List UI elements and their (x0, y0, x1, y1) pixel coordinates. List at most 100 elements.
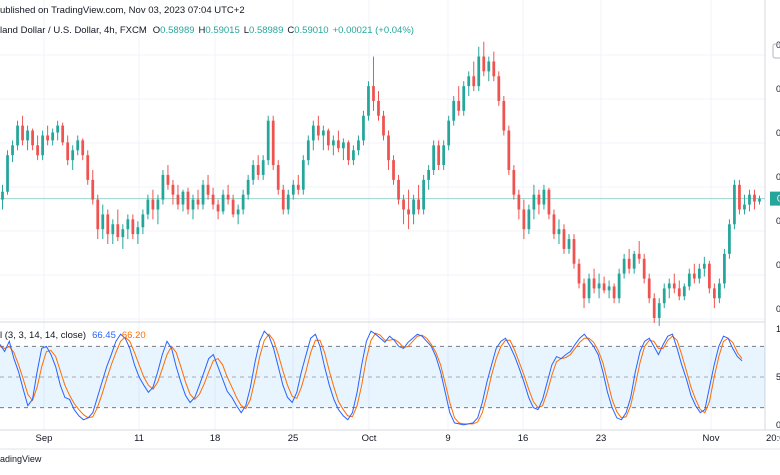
candle-body (276, 165, 280, 190)
candle-body (743, 204, 746, 210)
symbol-legend[interactable]: land Dollar / U.S. Dollar, 4h, FXCM O0.58… (0, 25, 414, 36)
candle-body (497, 76, 501, 101)
candle-body (246, 179, 250, 195)
candle-body (697, 268, 701, 279)
stoch-axis[interactable]: 1 5 0 (776, 324, 780, 430)
candle-body (507, 130, 511, 170)
candle-body (46, 135, 50, 141)
close-label: C (287, 25, 294, 36)
candle-body (712, 288, 716, 299)
candle-body (31, 130, 34, 146)
candle-body (271, 120, 275, 166)
candle-body (517, 194, 521, 210)
candle-body (542, 189, 546, 205)
candle-body (723, 253, 726, 284)
change-value: +0.00021 (+0.04%) (333, 25, 414, 36)
candle-body (136, 227, 140, 235)
candle-body (567, 239, 571, 249)
time-axis-label: 18 (210, 433, 221, 444)
price-axis-label: 0 (776, 216, 780, 226)
candle-body (337, 140, 340, 149)
candle-body (6, 155, 9, 192)
candle-body (662, 288, 666, 304)
time-axis-label: 23 (596, 433, 607, 444)
candle-body (482, 56, 486, 72)
candle-body (677, 288, 681, 297)
candlestick-series (1, 41, 761, 326)
candle-body (572, 239, 576, 264)
candle-body (602, 283, 606, 291)
candle-body (316, 125, 320, 136)
symbol-name: land Dollar / U.S. Dollar, 4h, FXCM (0, 25, 147, 36)
candle-body (106, 214, 110, 235)
candle-body (753, 194, 756, 202)
candle-body (657, 303, 661, 318)
candle-body (702, 263, 706, 269)
price-axis[interactable]: 0 0 0 0 0 0 0 (776, 40, 780, 314)
candle-body (236, 209, 240, 215)
candle-body (266, 120, 270, 161)
candle-body (407, 209, 410, 215)
price-axis-label: 0 (776, 128, 780, 138)
candle-body (96, 199, 100, 230)
price-axis-label: 0 (776, 84, 780, 94)
stoch-axis-label: 1 (776, 324, 780, 334)
candle-body (728, 224, 731, 254)
vertical-grid (43, 0, 712, 430)
stoch-axis-label: 5 (776, 372, 780, 382)
candle-body (116, 224, 120, 238)
candle-body (527, 209, 531, 230)
candle-body (652, 298, 656, 318)
candle-body (321, 130, 325, 136)
candle-body (707, 263, 711, 289)
time-axis-label: 20:0 (766, 433, 780, 444)
candle-body (597, 283, 601, 289)
candle-body (587, 278, 591, 299)
candle-body (718, 283, 721, 299)
candle-body (56, 125, 60, 133)
candle-body (216, 204, 220, 212)
candle-body (392, 160, 395, 180)
candle-body (372, 86, 375, 101)
open-label: O (153, 25, 160, 36)
candle-body (647, 278, 651, 299)
candle-body (357, 140, 360, 151)
candle-body (492, 61, 496, 77)
candle-body (352, 150, 355, 161)
candle-body (397, 179, 400, 200)
candle-body (362, 115, 365, 141)
last-price-tag-text: 0 (777, 194, 780, 204)
candle-body (502, 100, 506, 131)
candle-body (311, 125, 315, 141)
candle-body (36, 145, 39, 156)
stoch-legend[interactable]: l (3, 3, 14, 14, close) 66.45 66.20 (0, 330, 146, 341)
candle-body (672, 283, 676, 289)
candle-body (692, 273, 696, 279)
candle-body (738, 184, 741, 210)
horizontal-grid (0, 54, 765, 320)
candle-body (141, 214, 145, 228)
candle-body (281, 189, 285, 210)
candle-body (432, 145, 436, 170)
time-axis[interactable]: Sep 11 18 25 Oct 9 16 23 Nov 20:0 (36, 433, 780, 444)
last-price-tag-box (770, 191, 780, 206)
candle-body (186, 191, 190, 210)
candle-body (537, 194, 541, 205)
time-axis-label: Sep (36, 433, 53, 444)
stoch-d-value: 66.20 (122, 330, 146, 341)
candle-body (176, 194, 180, 205)
candle-body (166, 174, 170, 185)
candle-body (547, 189, 551, 215)
scale-settings-button[interactable] (772, 43, 780, 59)
candle-body (326, 130, 330, 146)
price-axis-label: 0 (776, 172, 780, 182)
published-note: ublished on TradingView.com, Nov 03, 202… (0, 5, 245, 16)
candle-body (632, 253, 636, 269)
candle-body (532, 194, 536, 210)
candle-body (577, 263, 581, 284)
candle-body (261, 160, 265, 175)
candle-body (131, 219, 135, 235)
candle-body (1, 191, 4, 200)
candle-body (522, 209, 526, 230)
